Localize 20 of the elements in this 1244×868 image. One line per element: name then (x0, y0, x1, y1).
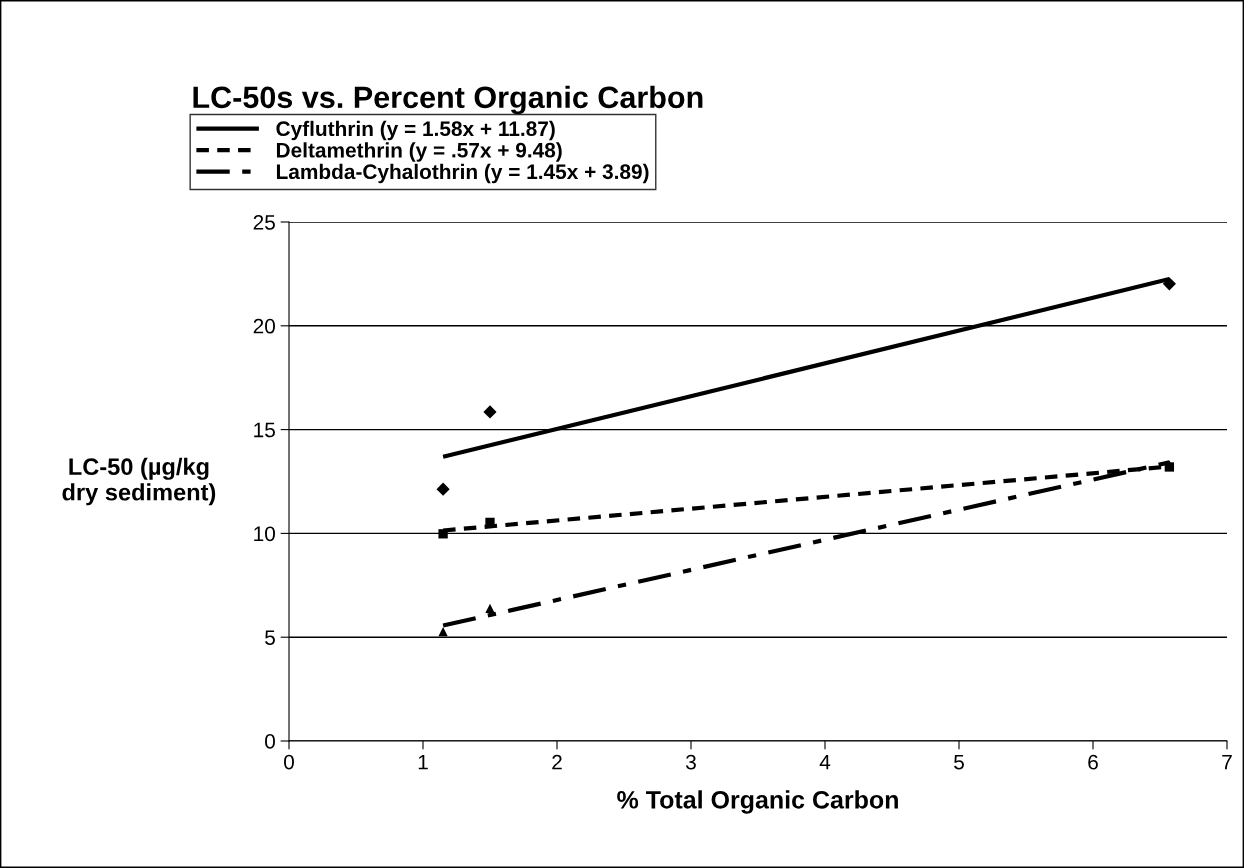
y-tick-label: 10 (254, 526, 275, 542)
y-axis-title: LC-50 (µg/kg dry sediment) (62, 457, 216, 506)
y-tick-label: 5 (265, 630, 275, 645)
legend-label: Cyfluthrin (y = 1.58x + 11.87) (276, 120, 555, 141)
x-axis-title: % Total Organic Carbon (617, 790, 898, 814)
x-tick-label: 5 (954, 754, 964, 770)
y-tick-label: 25 (253, 215, 275, 230)
x-tick-label: 3 (686, 754, 696, 770)
x-tick-label: 1 (418, 754, 428, 770)
y-tick-label: 0 (265, 734, 275, 749)
legend-label: Lambda-Cyhalothrin (y = 1.45x + 3.89) (276, 163, 649, 184)
legend-label: Deltamethrin (y = .57x + 9.48) (276, 142, 562, 162)
x-tick-label: 6 (1088, 754, 1098, 770)
y-tick-label: 15 (254, 422, 275, 438)
x-tick-label: 4 (819, 754, 831, 770)
y-tick-label: 20 (253, 318, 275, 334)
x-tick-label: 7 (1222, 754, 1232, 770)
x-tick-label: 2 (552, 754, 562, 770)
x-tick-label: 0 (284, 754, 294, 770)
chart-title: LC-50s vs. Percent Organic Carbon (193, 85, 703, 115)
